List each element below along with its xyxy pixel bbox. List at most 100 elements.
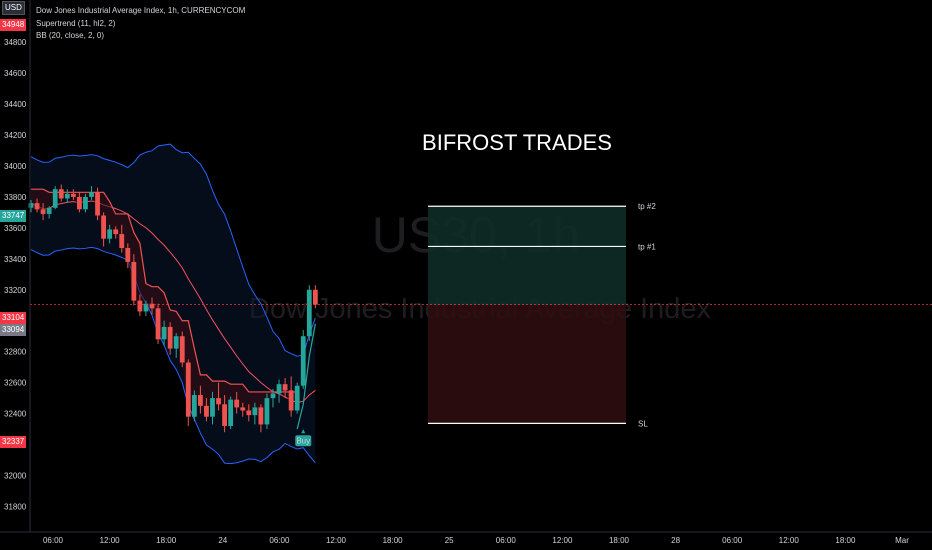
buy-marker	[295, 435, 312, 447]
candle-body	[101, 215, 106, 239]
candle-body	[52, 189, 58, 208]
price-badge-stop: 32337	[0, 436, 27, 448]
supertrend	[31, 188, 316, 430]
y-tick-label: 34600	[4, 69, 27, 78]
x-tick-label: 18:00	[156, 536, 177, 545]
candle-body	[240, 407, 246, 411]
x-tick-label: 18:00	[383, 536, 404, 545]
candle-body	[161, 326, 167, 340]
chart-title: Dow Jones Industrial Average Index, 1h, …	[36, 6, 246, 15]
candle-body	[282, 384, 288, 391]
candle-body	[264, 398, 270, 425]
buy-marker-label: Buy	[296, 436, 310, 445]
buy-marker-arrow	[301, 429, 306, 434]
candle-body	[222, 404, 227, 426]
candle-body	[119, 234, 125, 249]
price-badge-bb-upper: 33747	[0, 210, 27, 222]
x-tick-label: 06:00	[269, 536, 290, 545]
candle-body	[143, 303, 149, 312]
annotation-title: BIFROST TRADES	[422, 130, 612, 155]
y-tick-label: 33600	[4, 224, 27, 233]
x-tick-label: 12:00	[326, 536, 347, 545]
candle-body	[58, 189, 64, 199]
supertrend-fill	[31, 189, 298, 426]
y-tick-label: 33400	[4, 255, 27, 264]
candle-body	[228, 399, 234, 426]
candle-body	[198, 395, 203, 406]
candle-body	[246, 410, 252, 416]
y-tick-label: 32400	[4, 410, 27, 419]
candle-body	[252, 407, 258, 416]
y-tick-label: 34200	[4, 131, 27, 140]
price-badge-bb-basis: 33094	[0, 324, 27, 336]
candle-body	[89, 192, 94, 197]
x-tick-label: 18:00	[835, 536, 856, 545]
candle-body	[294, 385, 300, 411]
currency-badge[interactable]: USD	[2, 1, 25, 15]
y-tick-label: 34400	[4, 100, 27, 109]
candle-body	[64, 193, 70, 199]
candle-body	[191, 395, 197, 417]
y-tick-label: 33200	[4, 286, 27, 295]
y-tick-label: 32800	[4, 348, 27, 357]
y-tick-label: 34000	[4, 162, 27, 171]
candle-body	[216, 398, 221, 405]
y-tick-label: 32600	[4, 379, 27, 388]
tp1-label: tp #1	[638, 242, 656, 251]
sl-label: SL	[638, 419, 648, 428]
candle-body	[70, 193, 76, 197]
candle-body	[312, 289, 318, 305]
indicator-supertrend-label[interactable]: Supertrend (11, hl2, 2)	[36, 19, 116, 28]
x-tick-label: 12:00	[552, 536, 573, 545]
candle-body	[185, 362, 191, 417]
x-tick-label: 28	[671, 536, 680, 545]
bb-upper-line	[30, 143, 316, 357]
candle-body	[34, 203, 40, 210]
x-tick-label: Mar	[895, 536, 909, 545]
candle-body	[167, 326, 173, 349]
bb-lower-line	[30, 246, 316, 465]
y-tick-label: 32000	[4, 472, 27, 481]
candle-body	[107, 229, 113, 239]
candle-body	[46, 207, 52, 214]
candle-body	[210, 398, 215, 417]
candle-body	[113, 229, 119, 235]
x-tick-label: 18:00	[609, 536, 630, 545]
indicator-bb-label[interactable]: BB (20, close, 2, 0)	[36, 31, 105, 40]
candle-body	[77, 196, 82, 210]
target-zone	[428, 206, 626, 306]
candle-body	[234, 399, 240, 408]
trade-levels: BIFROST TRADES tp #2 tp #1 SL	[30, 130, 932, 428]
supertrend-down-line	[31, 188, 298, 393]
candle-body	[288, 390, 294, 411]
trade-zones: US30, 1hDow Jones Industrial Average Ind…	[249, 206, 712, 424]
candle-body	[131, 261, 137, 301]
candle-body	[270, 393, 276, 399]
x-tick-label: 25	[445, 536, 454, 545]
candles: Buy	[28, 184, 318, 447]
price-badge-top: 34948	[0, 19, 27, 31]
candle-body	[83, 196, 88, 210]
x-tick-label: 06:00	[722, 536, 743, 545]
candle-body	[155, 308, 161, 340]
candle-body	[40, 209, 46, 214]
candle-body	[179, 336, 185, 363]
candle-body	[28, 203, 34, 208]
candle-body	[149, 303, 155, 309]
x-tick-label: 06:00	[496, 536, 517, 545]
candle-body	[137, 300, 143, 312]
tp2-label: tp #2	[638, 202, 656, 211]
price-badge-last: 33104	[0, 312, 27, 324]
y-tick-label: 33800	[4, 193, 27, 202]
y-tick-label: 34800	[4, 38, 27, 47]
candle-body	[300, 336, 306, 386]
candle-body	[306, 289, 312, 337]
candle-body	[173, 336, 179, 349]
candle-body	[258, 407, 264, 425]
x-tick-label: 12:00	[100, 536, 121, 545]
x-tick-label: 06:00	[43, 536, 64, 545]
x-tick-label: 24	[218, 536, 227, 545]
x-tick-label: 12:00	[779, 536, 800, 545]
